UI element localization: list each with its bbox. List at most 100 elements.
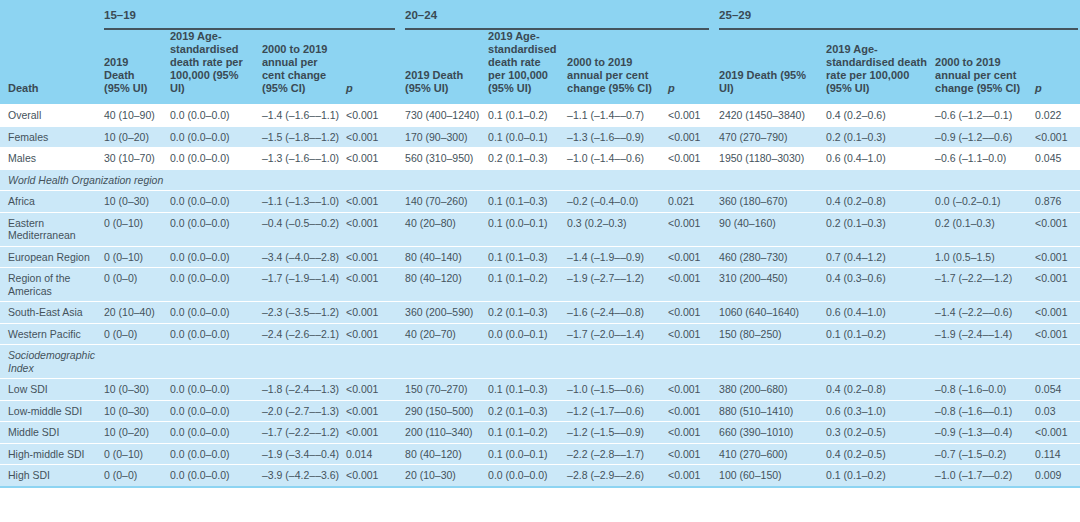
cell: 0.009 bbox=[1035, 465, 1080, 487]
cell: 0 (0–10) bbox=[104, 443, 170, 465]
cell: 360 (200–590) bbox=[405, 302, 488, 324]
cell: –1.4 (–1.9––0.9) bbox=[567, 246, 668, 268]
cell: <0.001 bbox=[346, 379, 405, 401]
table-row: High-middle SDI0 (0–10)0.0 (0.0–0.0)–1.9… bbox=[0, 443, 1080, 465]
cell: 0.4 (0.3–0.6) bbox=[826, 268, 935, 302]
cell: 0.3 (0.2–0.3) bbox=[567, 212, 668, 246]
cell: <0.001 bbox=[1035, 422, 1080, 444]
death-column-header: Death bbox=[0, 30, 104, 105]
row-label: Overall bbox=[0, 105, 104, 127]
row-label: South-East Asia bbox=[0, 302, 104, 324]
cell: –2.0 (–2.7––1.3) bbox=[262, 400, 346, 422]
col-header-p-20-24: p bbox=[668, 30, 719, 105]
header-corner bbox=[0, 0, 104, 30]
cell: –0.6 (–1.1–0.0) bbox=[935, 148, 1035, 170]
cell: <0.001 bbox=[668, 212, 719, 246]
cell: <0.001 bbox=[1035, 323, 1080, 345]
cell: 0.0 (0.0–0.0) bbox=[170, 379, 262, 401]
row-label: High SDI bbox=[0, 465, 104, 487]
cell: –1.0 (–1.7––0.2) bbox=[935, 465, 1035, 487]
cell: 1060 (640–1640) bbox=[719, 302, 826, 324]
cell: –0.8 (–1.6––0.1) bbox=[935, 400, 1035, 422]
cell: <0.001 bbox=[668, 465, 719, 487]
cell: –1.4 (–1.6––1.1) bbox=[262, 105, 346, 127]
cell: –0.8 (–1.6–0.0) bbox=[935, 379, 1035, 401]
cell: 360 (180–670) bbox=[719, 191, 826, 213]
cell: 0.2 (0.1–0.3) bbox=[488, 302, 567, 324]
cell: 0 (0–10) bbox=[104, 212, 170, 246]
cell: 150 (80–250) bbox=[719, 323, 826, 345]
cell: 410 (270–600) bbox=[719, 443, 826, 465]
cell: <0.001 bbox=[668, 148, 719, 170]
row-label: Region of the Americas bbox=[0, 268, 104, 302]
cell: 0.4 (0.2–0.8) bbox=[826, 379, 935, 401]
column-header-row: Death 2019 Death (95% UI) 2019 Age-stand… bbox=[0, 30, 1080, 105]
row-label: Low-middle SDI bbox=[0, 400, 104, 422]
table-row: Overall40 (10–90)0.0 (0.0–0.0)–1.4 (–1.6… bbox=[0, 105, 1080, 127]
cell: 20 (10–30) bbox=[405, 465, 488, 487]
cell: –1.3 (–1.6––1.0) bbox=[262, 148, 346, 170]
cell: –2.8 (–2.9––2.6) bbox=[567, 465, 668, 487]
cell: <0.001 bbox=[346, 268, 405, 302]
cell: 10 (0–30) bbox=[104, 400, 170, 422]
row-label: Males bbox=[0, 148, 104, 170]
age-group-label: 20–24 bbox=[405, 0, 709, 30]
cell: <0.001 bbox=[346, 246, 405, 268]
row-label: Eastern Mediterranean bbox=[0, 212, 104, 246]
table-body: Overall40 (10–90) 0.0 (0.0–0.0) –1.4 (–1.6… bbox=[0, 105, 1080, 487]
col-header-change-15-19: 2000 to 2019 annual per cent change (95%… bbox=[262, 30, 346, 105]
age-group-label: 25–29 bbox=[719, 0, 1078, 30]
cell: –1.2 (–1.5––0.9) bbox=[567, 422, 668, 444]
cell: 0.1 (0.0–0.1) bbox=[488, 126, 567, 148]
cell: <0.001 bbox=[668, 443, 719, 465]
cell: 0.2 (0.1–0.3) bbox=[826, 212, 935, 246]
cell: 0.2 (0.1–0.3) bbox=[488, 148, 567, 170]
cell: –1.3 (–1.6––0.9) bbox=[567, 126, 668, 148]
table-row: Eastern Mediterranean0 (0–10)0.0 (0.0–0.… bbox=[0, 212, 1080, 246]
cell: <0.001 bbox=[1035, 302, 1080, 324]
cell: <0.001 bbox=[668, 268, 719, 302]
death-statistics-table: 15–19 20–24 25–29 Death 2019 Death (95% … bbox=[0, 0, 1080, 488]
cell: 0 (0–0) bbox=[104, 268, 170, 302]
row-label: Middle SDI bbox=[0, 422, 104, 444]
table-row: Low-middle SDI10 (0–30)0.0 (0.0–0.0)–2.0… bbox=[0, 400, 1080, 422]
col-header-death-20-24: 2019 Death (95% UI) bbox=[405, 30, 488, 105]
age-group-20-24: 20–24 bbox=[405, 0, 719, 30]
cell: 0.1 (0.1–0.2) bbox=[826, 323, 935, 345]
cell: 0.1 (0.1–0.3) bbox=[488, 246, 567, 268]
cell: –1.9 (–2.4––1.4) bbox=[935, 323, 1035, 345]
cell: 0.876 bbox=[1035, 191, 1080, 213]
cell: –0.6 (–1.2––0.1) bbox=[935, 105, 1035, 127]
cell: 0.0 (0.0–0.0) bbox=[170, 443, 262, 465]
cell: 0.4 (0.2–0.5) bbox=[826, 443, 935, 465]
cell: 0.3 (0.2–0.5) bbox=[826, 422, 935, 444]
cell: 0 (0–0) bbox=[104, 465, 170, 487]
cell: 0.1 (0.1–0.3) bbox=[488, 379, 567, 401]
cell: 0.045 bbox=[1035, 148, 1080, 170]
cell: –1.6 (–2.4––0.8) bbox=[567, 302, 668, 324]
cell: 0.0 (0.0–0.0) bbox=[170, 302, 262, 324]
cell: <0.001 bbox=[668, 379, 719, 401]
cell: <0.001 bbox=[346, 191, 405, 213]
row-label: Females bbox=[0, 126, 104, 148]
cell: 0.1 (0.1–0.2) bbox=[488, 422, 567, 444]
cell: <0.001 bbox=[346, 126, 405, 148]
cell: 0.2 (0.1–0.3) bbox=[488, 400, 567, 422]
cell: 0.03 bbox=[1035, 400, 1080, 422]
cell: 380 (200–680) bbox=[719, 379, 826, 401]
cell: –2.3 (–3.5––1.2) bbox=[262, 302, 346, 324]
cell: –0.9 (–1.3––0.4) bbox=[935, 422, 1035, 444]
cell: <0.001 bbox=[1035, 268, 1080, 302]
cell: 40 (10–90) bbox=[104, 105, 170, 127]
section-header-row: Sociodemographic Index bbox=[0, 345, 1080, 379]
cell: 310 (200–450) bbox=[719, 268, 826, 302]
cell: –1.7 (–2.2––1.2) bbox=[935, 268, 1035, 302]
cell: <0.001 bbox=[668, 400, 719, 422]
cell: 140 (70–260) bbox=[405, 191, 488, 213]
cell: 100 (60–150) bbox=[719, 465, 826, 487]
row-label: Western Pacific bbox=[0, 323, 104, 345]
cell: 0.0 (–0.2–0.1) bbox=[935, 191, 1035, 213]
cell: 170 (90–300) bbox=[405, 126, 488, 148]
cell: 0.6 (0.4–1.0) bbox=[826, 302, 935, 324]
cell: 0.4 (0.2–0.8) bbox=[826, 191, 935, 213]
